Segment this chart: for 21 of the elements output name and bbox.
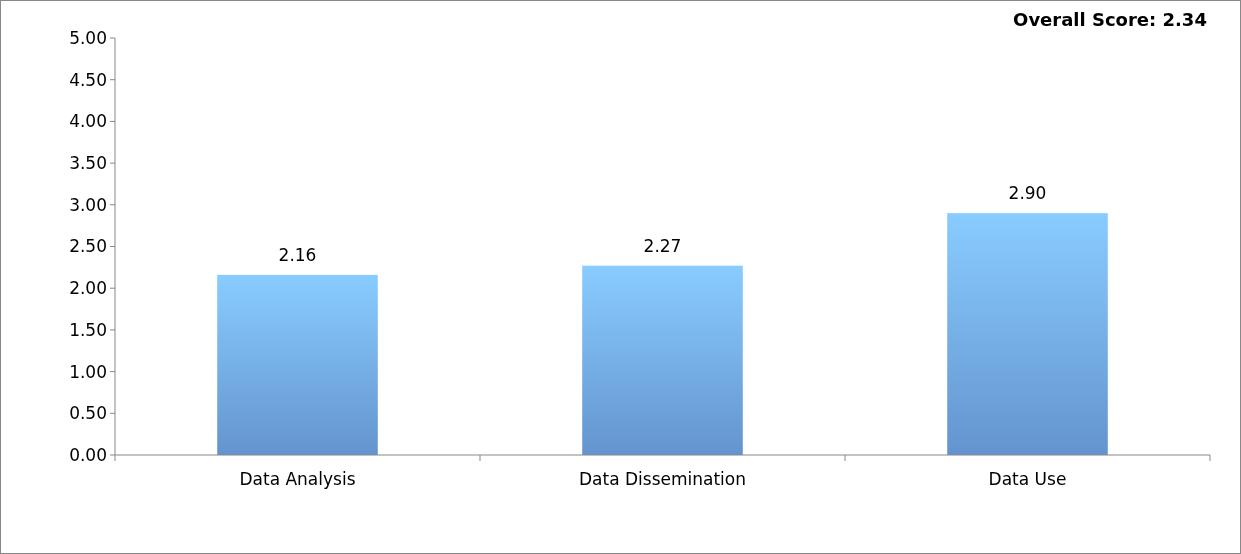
y-tick-label: 1.00: [69, 361, 107, 382]
y-tick-label: 4.00: [69, 111, 107, 132]
y-tick-label: 4.50: [69, 69, 107, 90]
y-tick-label: 2.00: [69, 278, 107, 299]
y-tick-label: 3.50: [69, 153, 107, 174]
bar: [217, 274, 378, 455]
y-tick-label: 0.00: [69, 444, 107, 465]
x-tick-label: Data Dissemination: [578, 469, 747, 489]
x-tick-label: Data Analysis: [239, 469, 356, 489]
y-tick-label: 5.00: [69, 27, 107, 48]
data-label: 2.16: [278, 244, 317, 265]
y-tick-label: 3.00: [69, 194, 107, 215]
data-label: 2.90: [1008, 183, 1047, 204]
chart-title: Overall Score: 2.34: [1013, 9, 1207, 30]
bar: [582, 265, 743, 455]
bar: [947, 213, 1108, 455]
y-tick-label: 1.50: [69, 319, 107, 340]
y-tick-label: 0.50: [69, 403, 107, 424]
y-tick-label: 2.50: [69, 236, 107, 257]
x-tick-label: Data Use: [988, 469, 1067, 489]
data-label: 2.27: [643, 235, 682, 256]
